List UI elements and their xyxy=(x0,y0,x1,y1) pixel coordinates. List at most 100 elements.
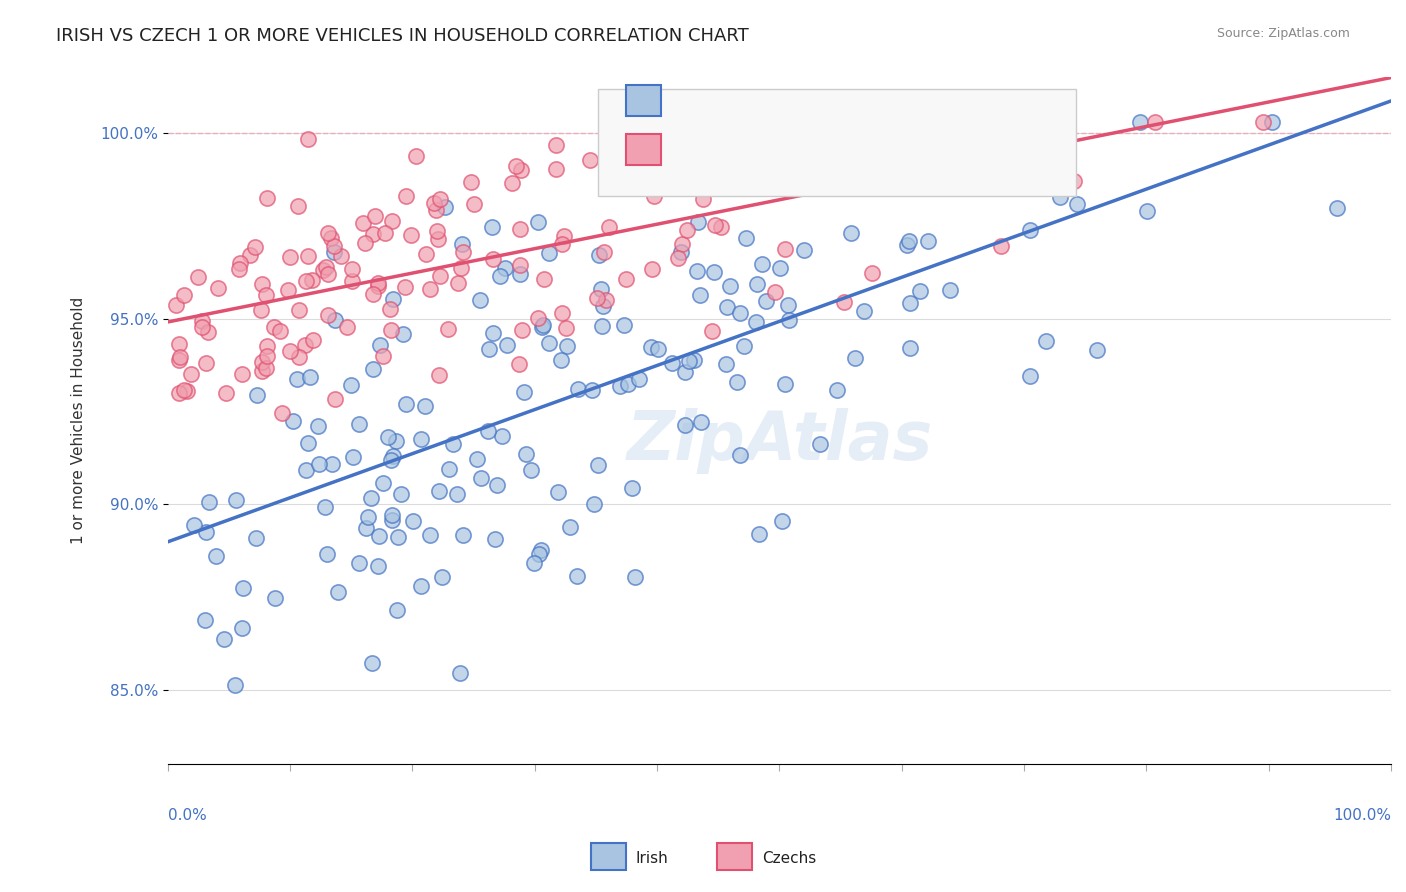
Irish xyxy=(356,510,378,524)
Czechs xyxy=(301,272,323,286)
Irish xyxy=(550,353,572,368)
Irish xyxy=(703,265,725,279)
Text: R = 0.707: R = 0.707 xyxy=(675,89,765,107)
Czechs xyxy=(423,196,446,211)
Irish xyxy=(368,337,391,351)
Irish xyxy=(898,341,921,355)
Czechs xyxy=(167,336,190,351)
Czechs xyxy=(323,239,346,253)
Czechs xyxy=(352,216,374,230)
Czechs xyxy=(176,384,198,398)
Czechs xyxy=(429,268,451,283)
Irish xyxy=(198,495,221,509)
Czechs xyxy=(666,251,689,265)
Irish xyxy=(419,528,441,542)
Czechs xyxy=(167,386,190,401)
Czechs xyxy=(860,266,883,280)
Irish xyxy=(389,487,412,501)
Irish xyxy=(183,517,205,532)
Irish xyxy=(212,632,235,646)
Czechs xyxy=(319,231,342,245)
Irish xyxy=(326,584,349,599)
Czechs xyxy=(329,249,352,263)
Czechs xyxy=(215,386,238,401)
Irish xyxy=(939,283,962,297)
Czechs xyxy=(190,314,212,328)
Czechs xyxy=(336,320,359,334)
Czechs xyxy=(256,349,278,363)
Czechs xyxy=(297,250,319,264)
Czechs xyxy=(553,228,575,243)
Irish xyxy=(477,424,499,438)
Irish xyxy=(470,471,492,485)
Irish xyxy=(1136,204,1159,219)
Irish xyxy=(557,339,579,353)
Irish xyxy=(385,434,408,448)
Irish xyxy=(860,115,883,129)
Irish xyxy=(529,547,551,561)
Czechs xyxy=(378,301,401,316)
Czechs xyxy=(1063,173,1085,187)
Irish xyxy=(308,458,330,472)
Irish xyxy=(778,313,800,327)
Czechs xyxy=(720,139,742,153)
Irish xyxy=(449,666,471,681)
Czechs xyxy=(394,280,416,294)
Irish xyxy=(402,514,425,528)
Irish xyxy=(917,234,939,248)
Irish xyxy=(323,312,346,326)
Czechs xyxy=(790,160,813,174)
Czechs xyxy=(190,320,212,334)
Irish xyxy=(446,487,468,501)
Irish xyxy=(433,200,456,214)
Irish xyxy=(413,400,436,414)
Czechs xyxy=(316,226,339,240)
Text: N = 140: N = 140 xyxy=(844,138,918,156)
Irish xyxy=(678,353,700,368)
Irish xyxy=(769,261,792,276)
Irish xyxy=(299,370,322,384)
Czechs xyxy=(437,322,460,336)
Czechs xyxy=(228,255,250,269)
Czechs xyxy=(367,276,389,290)
Czechs xyxy=(775,242,797,256)
Irish xyxy=(468,293,491,308)
Irish xyxy=(897,234,920,248)
Czechs xyxy=(427,232,450,246)
Czechs xyxy=(551,236,574,251)
Irish xyxy=(1326,201,1348,215)
Irish xyxy=(382,449,405,463)
Czechs xyxy=(395,188,418,202)
Czechs xyxy=(510,323,533,337)
Czechs xyxy=(277,283,299,297)
Czechs xyxy=(415,247,437,261)
Irish xyxy=(718,279,741,293)
Text: IRISH VS CZECH 1 OR MORE VEHICLES IN HOUSEHOLD CORRELATION CHART: IRISH VS CZECH 1 OR MORE VEHICLES IN HOU… xyxy=(56,27,749,45)
Czechs xyxy=(197,325,219,339)
Irish xyxy=(467,452,489,467)
Irish xyxy=(314,500,336,515)
Irish xyxy=(669,245,692,260)
Czechs xyxy=(256,339,278,353)
Czechs xyxy=(508,358,530,372)
Irish xyxy=(682,160,704,174)
Czechs xyxy=(447,277,470,291)
Czechs xyxy=(533,272,555,286)
Irish xyxy=(519,463,541,477)
Irish xyxy=(441,437,464,451)
Czechs xyxy=(832,295,855,310)
Czechs xyxy=(429,192,451,206)
Irish xyxy=(297,436,319,450)
Czechs xyxy=(419,282,441,296)
Czechs xyxy=(287,302,309,317)
Irish xyxy=(367,558,389,573)
Text: Czechs: Czechs xyxy=(762,851,817,865)
Czechs xyxy=(288,351,311,365)
Czechs xyxy=(546,138,568,153)
Irish xyxy=(527,215,550,229)
Irish xyxy=(453,527,475,541)
Irish xyxy=(409,433,432,447)
Text: Source: ZipAtlas.com: Source: ZipAtlas.com xyxy=(1216,27,1350,40)
Irish xyxy=(588,248,610,262)
Czechs xyxy=(254,287,277,301)
